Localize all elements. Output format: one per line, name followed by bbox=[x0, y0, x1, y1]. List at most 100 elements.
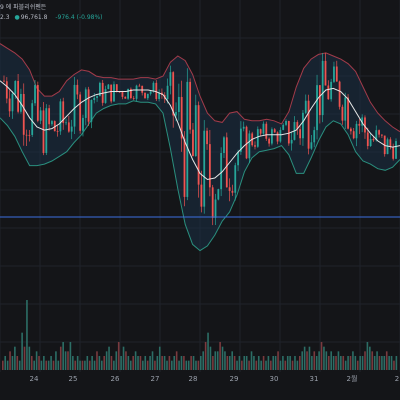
volume-bar bbox=[76, 356, 79, 370]
candle-body bbox=[273, 129, 276, 133]
candle-body bbox=[307, 100, 310, 149]
candle-body bbox=[203, 130, 206, 207]
candle-body bbox=[223, 137, 225, 153]
dot-icon: ● bbox=[14, 14, 20, 21]
candle-body bbox=[296, 122, 299, 130]
volume-bar bbox=[347, 356, 349, 370]
candle-body bbox=[98, 82, 101, 97]
candle-body bbox=[310, 142, 313, 149]
volume-bar bbox=[248, 360, 250, 370]
volume-bar bbox=[262, 356, 265, 370]
candle-body bbox=[372, 138, 375, 141]
volume-bar bbox=[303, 346, 306, 370]
candle-body bbox=[287, 121, 290, 144]
volume-bar bbox=[272, 356, 275, 370]
x-tick-label: 26 bbox=[111, 375, 120, 383]
volume-bar bbox=[35, 351, 38, 370]
volume-bar bbox=[11, 356, 14, 370]
volume-bar bbox=[113, 360, 115, 370]
candle-body bbox=[349, 128, 352, 132]
volume-bar bbox=[245, 356, 248, 370]
volume-bar bbox=[175, 351, 178, 370]
volume-bar bbox=[86, 356, 89, 370]
candle-body bbox=[152, 82, 155, 92]
x-tick-label: 29 bbox=[230, 375, 239, 383]
volume-bar bbox=[74, 360, 77, 370]
candle-body bbox=[313, 130, 316, 143]
volume-bar bbox=[267, 356, 270, 370]
candle-body bbox=[262, 123, 265, 134]
volume-bar bbox=[64, 351, 67, 370]
volume-bar bbox=[171, 360, 173, 370]
candle-body bbox=[338, 81, 341, 107]
volume-bar bbox=[52, 360, 55, 370]
candle-body bbox=[369, 138, 372, 147]
candle-body bbox=[34, 85, 36, 104]
candle-body bbox=[149, 91, 152, 94]
volume-bar bbox=[352, 351, 354, 370]
candle-body bbox=[194, 105, 197, 157]
candle-body bbox=[245, 126, 248, 159]
candle-body bbox=[135, 85, 138, 99]
candle-body bbox=[36, 85, 39, 121]
candle-body bbox=[282, 124, 285, 130]
volume-bar bbox=[342, 356, 345, 370]
candle-body bbox=[5, 81, 8, 99]
volume-bar bbox=[67, 351, 69, 370]
candle-body bbox=[62, 101, 65, 123]
volume-bar bbox=[142, 360, 144, 370]
volume-bar bbox=[163, 356, 166, 370]
chart-title: 9 에 파블리쉬펜든 bbox=[0, 2, 49, 11]
volume-bar bbox=[72, 356, 74, 370]
volume-bar bbox=[200, 356, 202, 370]
volume-bar bbox=[253, 356, 255, 370]
volume-bar bbox=[84, 360, 86, 370]
candle-body bbox=[42, 110, 45, 153]
volume-bar bbox=[154, 360, 156, 370]
volume-bar bbox=[212, 356, 214, 370]
candle-body bbox=[206, 130, 208, 145]
lower-band-line bbox=[0, 100, 400, 252]
volume-bar bbox=[204, 342, 207, 370]
volume-bar bbox=[183, 356, 185, 370]
volume-bar bbox=[21, 332, 23, 370]
volume-bar bbox=[101, 360, 103, 370]
volume-bar bbox=[335, 356, 337, 370]
candle-body bbox=[113, 84, 115, 102]
candle-body bbox=[259, 129, 262, 134]
volume-bar bbox=[158, 346, 161, 370]
volume-bar bbox=[320, 342, 323, 370]
candle-body bbox=[3, 80, 5, 82]
volume-bar bbox=[308, 346, 311, 370]
candle-body bbox=[186, 81, 189, 197]
volume-bar bbox=[238, 356, 241, 370]
volume-bar bbox=[390, 356, 393, 370]
volume-bar bbox=[134, 351, 137, 370]
candle-body bbox=[344, 97, 347, 121]
candle-body bbox=[302, 112, 304, 139]
volume-bar bbox=[2, 360, 4, 370]
candle-body bbox=[45, 108, 48, 153]
candle-body bbox=[378, 130, 380, 135]
candle-body bbox=[395, 141, 397, 159]
candle-body bbox=[389, 139, 392, 147]
volume-bar bbox=[69, 342, 72, 370]
volume-bar bbox=[313, 351, 316, 370]
volume-bar bbox=[6, 360, 9, 370]
volume-bar bbox=[241, 360, 243, 370]
candle-body bbox=[39, 110, 42, 121]
volume-bar bbox=[231, 351, 233, 370]
volume-bar bbox=[127, 356, 130, 370]
volume-bar bbox=[327, 356, 330, 370]
candle-body bbox=[115, 84, 118, 92]
volume-bar bbox=[137, 356, 139, 370]
volume-bar bbox=[318, 351, 320, 370]
middle-band-line bbox=[0, 80, 400, 181]
volume-bar bbox=[366, 342, 369, 370]
volume-bar bbox=[129, 360, 132, 370]
upper-band-line bbox=[0, 43, 400, 133]
volume-bar bbox=[383, 356, 386, 370]
symbol-title: 9 에 파블리쉬펜든 bbox=[0, 4, 47, 11]
candle-body bbox=[380, 134, 383, 136]
